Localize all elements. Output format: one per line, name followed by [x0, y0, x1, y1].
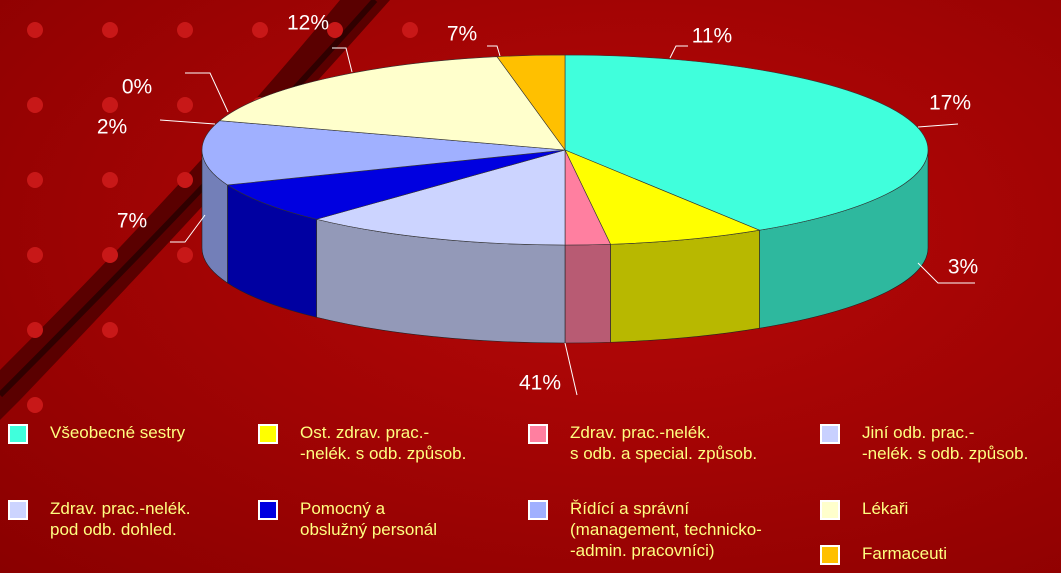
data-label: 7%	[447, 23, 477, 46]
data-label: 3%	[948, 256, 978, 279]
data-label: 11%	[692, 25, 732, 48]
decor-dot	[102, 172, 118, 188]
legend-text: Všeobecné sestry	[50, 423, 186, 442]
decor-dot	[177, 172, 193, 188]
leader-line	[185, 72, 229, 113]
decor-dot	[327, 22, 343, 38]
decor-dot	[177, 22, 193, 38]
slice	[496, 54, 566, 151]
decor-dot	[402, 22, 418, 38]
decor-dot	[177, 97, 193, 113]
legend-swatch	[820, 424, 840, 444]
decor-dot	[177, 247, 193, 263]
legend-item: Zdrav. prac.-nelék. pod odb. dohled.	[8, 498, 190, 540]
data-label: 7%	[117, 210, 147, 233]
legend-text: Řídící a správní (management, technicko-…	[570, 499, 762, 560]
legend-swatch	[8, 500, 28, 520]
slice-side	[610, 229, 760, 343]
leader-line	[669, 45, 688, 59]
legend-swatch	[528, 500, 548, 520]
legend-item: Pomocný a obslužný personál	[258, 498, 437, 540]
legend-item: Ost. zdrav. prac.- -nelék. s odb. způsob…	[258, 422, 466, 464]
leader-line	[917, 123, 959, 128]
decor-dot	[252, 22, 268, 38]
slice	[201, 120, 566, 186]
leader-line	[332, 47, 353, 73]
legend-swatch	[528, 424, 548, 444]
decor-dot	[102, 322, 118, 338]
legend-text: Lékaři	[862, 499, 909, 518]
leader-line	[159, 119, 216, 125]
decor-dot	[27, 97, 43, 113]
leader-line	[564, 342, 578, 396]
leader-line	[487, 45, 501, 57]
legend-item: Všeobecné sestry	[8, 422, 185, 444]
leader-line	[170, 214, 206, 243]
legend-item: Lékaři	[820, 498, 908, 520]
slice	[564, 54, 929, 231]
slice	[218, 56, 566, 151]
decor-curve	[0, 0, 378, 398]
legend-text: Jiní odb. prac.- -nelék. s odb. způsob.	[862, 423, 1029, 463]
legend-item: Zdrav. prac.-nelék. s odb. a special. zp…	[528, 422, 757, 464]
decor-dot	[27, 397, 43, 413]
data-label: 0%	[122, 76, 152, 99]
slice	[226, 149, 566, 220]
leader-line	[917, 262, 975, 284]
legend-text: Farmaceuti	[862, 544, 948, 563]
decor-dot	[27, 172, 43, 188]
legend-text: Ost. zdrav. prac.- -nelék. s odb. způsob…	[300, 423, 467, 463]
data-label: 41%	[519, 372, 561, 395]
decor-dot	[27, 22, 43, 38]
legend-swatch	[258, 500, 278, 520]
legend-swatch	[820, 500, 840, 520]
data-label: 12%	[287, 12, 329, 35]
legend-text: Zdrav. prac.-nelék. s odb. a special. zp…	[570, 423, 758, 463]
legend-item: Řídící a správní (management, technicko-…	[528, 498, 762, 561]
legend-swatch	[820, 545, 840, 565]
slice	[564, 149, 761, 245]
data-label: 2%	[97, 116, 127, 139]
decor-dot	[27, 247, 43, 263]
decor-dot	[102, 22, 118, 38]
legend-item: Farmaceuti	[820, 543, 947, 565]
decor-dot	[102, 97, 118, 113]
legend-text: Pomocný a obslužný personál	[300, 499, 438, 539]
decor-dot	[102, 247, 118, 263]
data-label: 17%	[929, 92, 971, 115]
slice	[315, 149, 566, 246]
slice-side	[564, 243, 611, 344]
decor-dot	[27, 322, 43, 338]
legend-text: Zdrav. prac.-nelék. pod odb. dohled.	[50, 499, 191, 539]
legend-swatch	[258, 424, 278, 444]
legend-swatch	[8, 424, 28, 444]
legend-item: Jiní odb. prac.- -nelék. s odb. způsob.	[820, 422, 1028, 464]
